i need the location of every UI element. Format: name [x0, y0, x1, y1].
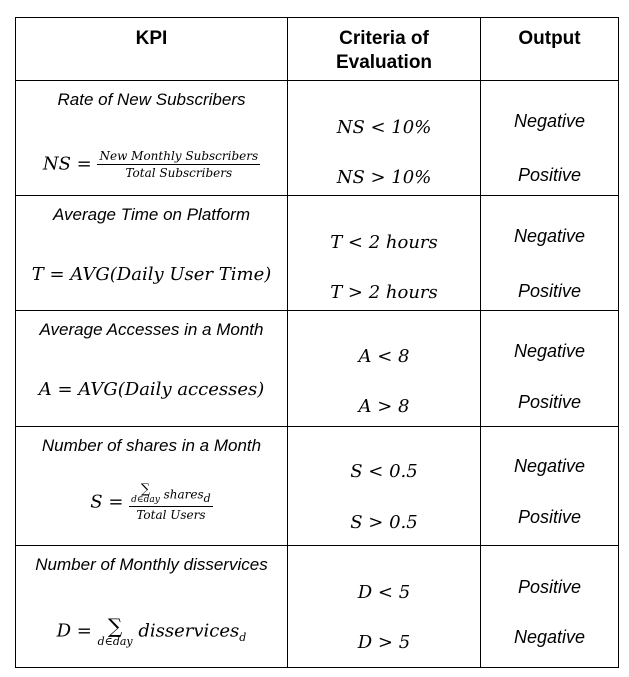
criteria-value: NS < 10% — [336, 117, 432, 138]
criteria-value: D < 5 — [357, 582, 411, 603]
kpi-formula: T = AVG(Daily User Time) — [31, 264, 272, 285]
kpi-title: Rate of New Subscribers — [57, 90, 246, 109]
header-criteria: Criteria of Evaluation — [287, 17, 481, 81]
output-value: Negative — [513, 341, 586, 361]
table-row: Average Time on Platform T = AVG(Daily U… — [15, 195, 619, 311]
kpi-title: Average Time on Platform — [52, 205, 250, 224]
criteria-value: NS > 10% — [336, 167, 432, 188]
kpi-cell: Rate of New Subscribers NS = New Monthly… — [15, 80, 288, 196]
output-value: Negative — [513, 111, 586, 131]
output-cell: Negative Positive — [480, 310, 619, 427]
criteria-value: T > 2 hours — [330, 282, 438, 303]
output-cell: Negative Positive — [480, 80, 619, 196]
table-row: Number of Monthly disservices D = ∑ d∈da… — [15, 545, 619, 668]
kpi-formula: S = ∑ d∈day sharesd Total Users — [90, 482, 213, 522]
kpi-formula: D = ∑ d∈day disservicesd — [56, 614, 247, 648]
output-cell: Positive Negative — [480, 545, 619, 668]
kpi-cell: Average Time on Platform T = AVG(Daily U… — [15, 195, 288, 311]
output-value: Negative — [513, 627, 586, 647]
output-value: Negative — [513, 456, 586, 476]
kpi-table: KPI Criteria of Evaluation Output Rate o… — [15, 17, 619, 668]
kpi-title: Number of shares in a Month — [41, 436, 262, 455]
criteria-value: A < 8 — [358, 346, 410, 367]
header-kpi: KPI — [15, 17, 288, 81]
kpi-cell: Number of shares in a Month S = ∑ d∈day s… — [15, 426, 288, 546]
criteria-cell: A < 8 A > 8 — [287, 310, 481, 427]
criteria-value: S < 0.5 — [350, 461, 418, 482]
criteria-cell: NS < 10% NS > 10% — [287, 80, 481, 196]
criteria-cell: S < 0.5 S > 0.5 — [287, 426, 481, 546]
criteria-cell: D < 5 D > 5 — [287, 545, 481, 668]
table-row: Rate of New Subscribers NS = New Monthly… — [15, 80, 619, 196]
criteria-value: T < 2 hours — [330, 232, 438, 253]
header-output: Output — [480, 17, 619, 81]
kpi-cell: Average Accesses in a Month A = AVG(Dail… — [15, 310, 288, 427]
output-value: Positive — [517, 577, 582, 597]
table-row: Number of shares in a Month S = ∑ d∈day s… — [15, 426, 619, 546]
output-value: Positive — [517, 165, 582, 185]
kpi-cell: Number of Monthly disservices D = ∑ d∈da… — [15, 545, 288, 668]
output-value: Positive — [517, 392, 582, 412]
kpi-title: Average Accesses in a Month — [39, 320, 264, 339]
output-value: Positive — [517, 507, 582, 527]
output-cell: Negative Positive — [480, 426, 619, 546]
output-cell: Negative Positive — [480, 195, 619, 311]
criteria-value: S > 0.5 — [350, 512, 418, 533]
criteria-value: A > 8 — [358, 396, 410, 417]
header-row: KPI Criteria of Evaluation Output — [15, 17, 619, 81]
output-value: Negative — [513, 226, 586, 246]
kpi-formula: NS = New Monthly Subscribers Total Subsc… — [42, 149, 261, 180]
criteria-cell: T < 2 hours T > 2 hours — [287, 195, 481, 311]
kpi-formula: A = AVG(Daily accesses) — [38, 379, 265, 400]
kpi-title: Number of Monthly disservices — [35, 555, 268, 574]
criteria-value: D > 5 — [357, 632, 411, 653]
table-row: Average Accesses in a Month A = AVG(Dail… — [15, 310, 619, 427]
output-value: Positive — [517, 281, 582, 301]
